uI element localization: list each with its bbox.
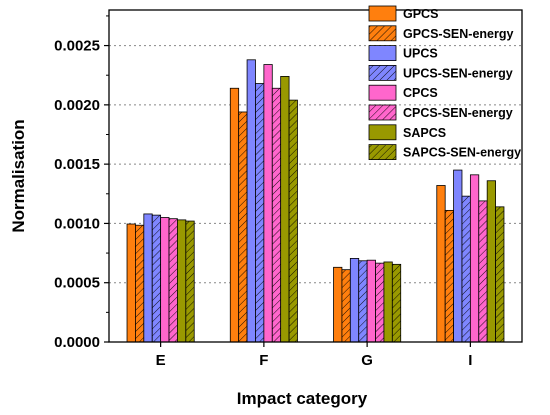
bar-F-CPCS	[263, 64, 273, 343]
bar-G-GPCS-SEN-energy	[341, 269, 351, 343]
bars	[126, 59, 505, 343]
bar-E-GPCS	[126, 223, 136, 343]
bar-G-SAPCS	[383, 261, 393, 343]
bar-I-GPCS	[436, 185, 446, 343]
legend-swatch	[368, 25, 397, 42]
y-tick-label: 0.0020	[54, 97, 100, 114]
bar-G-UPCS	[349, 258, 360, 343]
bar-E-UPCS-SEN-energy	[151, 214, 162, 343]
legend-swatch	[368, 84, 397, 101]
legend-label: SAPCS-SEN-energy	[403, 146, 521, 160]
bar-I-GPCS-SEN-energy	[444, 209, 454, 343]
x-tick-label: I	[468, 352, 472, 369]
legend-label: GPCS-SEN-energy	[403, 27, 513, 41]
x-tick-label: F	[259, 352, 268, 369]
bar-I-UPCS-SEN-energy	[461, 195, 471, 343]
legend: GPCS GPCS-SEN-energy UPCS UPCS-SEN-energy CP…	[368, 5, 521, 161]
bar-I-CPCS	[469, 174, 480, 343]
bar-F-UPCS-SEN-energy	[255, 83, 265, 343]
y-tick-label: 0.0010	[54, 215, 100, 232]
bar-E-SAPCS-SEN-energy	[185, 220, 195, 343]
legend-label: GPCS	[403, 7, 438, 21]
bar-E-CPCS	[160, 217, 170, 343]
legend-label: CPCS-SEN-energy	[403, 106, 513, 120]
bar-F-CPCS-SEN-energy	[271, 87, 282, 343]
bar-G-CPCS	[366, 259, 376, 343]
bar-E-SAPCS	[177, 219, 187, 343]
bar-G-CPCS-SEN-energy	[375, 262, 385, 343]
legend-swatch	[368, 45, 397, 61]
bar-E-UPCS	[143, 213, 153, 343]
legend-label: UPCS	[403, 47, 438, 61]
bar-E-CPCS-SEN-energy	[168, 218, 178, 343]
legend-label: CPCS	[403, 86, 438, 100]
legend-label: UPCS-SEN-energy	[403, 66, 513, 80]
bar-I-UPCS	[453, 169, 463, 343]
y-tick-label: 0.0000	[54, 334, 100, 351]
legend-swatch	[368, 124, 397, 141]
legend-swatch	[368, 144, 397, 161]
bar-F-SAPCS-SEN-energy	[288, 99, 298, 343]
bar-F-GPCS-SEN-energy	[238, 111, 248, 343]
bar-G-GPCS	[333, 266, 343, 343]
bar-I-CPCS-SEN-energy	[478, 200, 488, 343]
legend-swatch	[368, 5, 397, 22]
plot-frame	[108, 9, 523, 343]
x-tick-label: G	[361, 352, 373, 369]
bar-G-SAPCS-SEN-energy	[391, 263, 402, 343]
y-tick-label: 0.0025	[54, 38, 100, 55]
bar-F-UPCS	[246, 59, 256, 343]
x-tick-label: E	[156, 352, 166, 369]
bar-G-UPCS-SEN-energy	[358, 260, 368, 343]
bar-I-SAPCS	[486, 180, 496, 343]
x-axis-title: Impact category	[237, 389, 368, 408]
y-tick-label: 0.0005	[54, 275, 100, 292]
bar-I-SAPCS-SEN-energy	[495, 206, 505, 343]
y-tick-label: 0.0015	[54, 156, 100, 173]
axes: 0.0000 0.0005 0.0010 0.0015 0.0020 0.0025 E F G I	[54, 9, 523, 369]
y-axis-title: Normalisation	[9, 119, 28, 232]
bar-F-SAPCS	[280, 76, 290, 343]
legend-label: SAPCS	[403, 126, 446, 140]
bar-F-GPCS	[229, 87, 240, 343]
legend-swatch	[368, 65, 397, 81]
bar-E-GPCS-SEN-energy	[135, 224, 145, 343]
legend-swatch	[368, 104, 397, 121]
grid-lines	[109, 45, 522, 284]
